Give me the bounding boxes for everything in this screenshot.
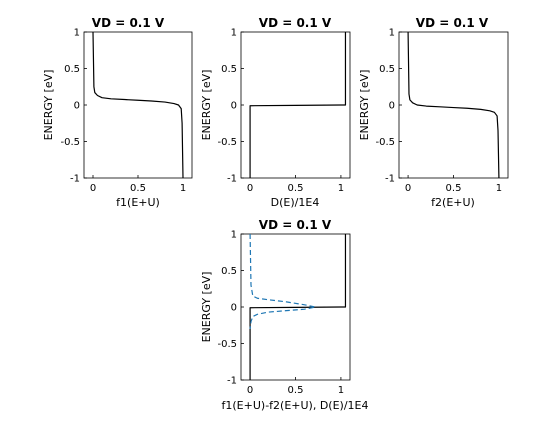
- subplot-f2-axes-box: [398, 31, 509, 179]
- series-line: [407, 31, 500, 179]
- subplot-current: VD = 0.1 V 0 0.5 1 -1 -0.5 0 0.5 1 f1(E+U)-f2(…: [200, 218, 368, 412]
- x-tick-label: 0.5: [130, 183, 146, 194]
- subplot-dos-lines: [249, 32, 347, 178]
- y-tick-label: 1: [231, 28, 237, 39]
- subplot-current-lines: [249, 233, 347, 380]
- subplot-f2: VD = 0.1 V 0 0.5 1 -1 -0.5 0 0.5 1 f2(E+U) ENE…: [358, 16, 509, 209]
- y-tick-label: 0: [74, 101, 80, 112]
- subplot-current-xlabel: f1(E+U)-f2(E+U), D(E)/1E4: [222, 399, 369, 412]
- y-tick-label: 1: [74, 28, 80, 39]
- subplot-f1-title: VD = 0.1 V: [92, 16, 165, 30]
- y-tick-label: 0.5: [221, 64, 237, 75]
- subplot-f2-y-ticks: -1 -0.5 0 0.5 1: [375, 28, 402, 185]
- subplot-f1-xlabel: f1(E+U): [116, 196, 160, 209]
- subplot-f1-y-ticks: -1 -0.5 0 0.5 1: [60, 28, 87, 185]
- x-tick-label: 1: [180, 183, 186, 194]
- subplot-f2-lines: [407, 31, 500, 179]
- y-tick-label: -0.5: [217, 137, 237, 148]
- y-tick-label: -0.5: [375, 137, 395, 148]
- x-tick-label: 0: [405, 183, 411, 194]
- x-tick-label: 0.5: [446, 183, 462, 194]
- subplot-dos-y-ticks: -1 -0.5 0 0.5 1: [217, 28, 244, 185]
- subplot-f1-lines: [92, 31, 184, 179]
- subplot-current-title: VD = 0.1 V: [259, 218, 332, 232]
- series-line: [249, 32, 347, 178]
- x-tick-label: 0: [247, 385, 253, 396]
- subplot-dos-xlabel: D(E)/1E4: [271, 196, 320, 209]
- y-tick-label: -1: [227, 174, 237, 185]
- y-tick-label: 0: [231, 303, 237, 314]
- y-tick-label: 1: [389, 28, 395, 39]
- subplot-dos-title: VD = 0.1 V: [259, 16, 332, 30]
- x-tick-label: 0.5: [288, 385, 304, 396]
- subplot-current-y-ticks: -1 -0.5 0 0.5 1: [217, 230, 244, 387]
- x-tick-label: 1: [496, 183, 502, 194]
- y-tick-label: -1: [227, 376, 237, 387]
- x-tick-label: 0: [90, 183, 96, 194]
- y-tick-label: -1: [70, 174, 80, 185]
- x-tick-label: 0: [247, 183, 253, 194]
- y-tick-label: 0: [231, 101, 237, 112]
- x-tick-label: 1: [338, 183, 344, 194]
- series-line: [249, 234, 347, 380]
- subplot-dos-ylabel: ENERGY [eV]: [200, 70, 213, 141]
- subplot-f1: VD = 0.1 V 0 0.5 1 -1 -0.5 0 0.5 1 f1(E+U) ENE…: [42, 16, 193, 209]
- series-line: [92, 31, 184, 179]
- series-line-current: [249, 233, 317, 329]
- subplot-f2-title: VD = 0.1 V: [416, 16, 489, 30]
- subplot-f2-ylabel: ENERGY [eV]: [358, 70, 371, 141]
- y-tick-label: 0.5: [379, 64, 395, 75]
- subplot-f1-ylabel: ENERGY [eV]: [42, 70, 55, 141]
- y-tick-label: -0.5: [217, 339, 237, 350]
- y-tick-label: -1: [385, 174, 395, 185]
- y-tick-label: 0: [389, 101, 395, 112]
- subplot-f1-axes-box: [83, 31, 193, 179]
- subplot-dos: VD = 0.1 V 0 0.5 1 -1 -0.5 0 0.5 1 D(E)/1E4 EN…: [200, 16, 351, 209]
- x-tick-label: 0.5: [288, 183, 304, 194]
- x-tick-label: 1: [338, 385, 344, 396]
- y-tick-label: 0.5: [64, 64, 80, 75]
- y-tick-label: 1: [231, 230, 237, 241]
- subplot-f2-xlabel: f2(E+U): [431, 196, 475, 209]
- subplot-current-ylabel: ENERGY [eV]: [200, 272, 213, 343]
- y-tick-label: -0.5: [60, 137, 80, 148]
- y-tick-label: 0.5: [221, 266, 237, 277]
